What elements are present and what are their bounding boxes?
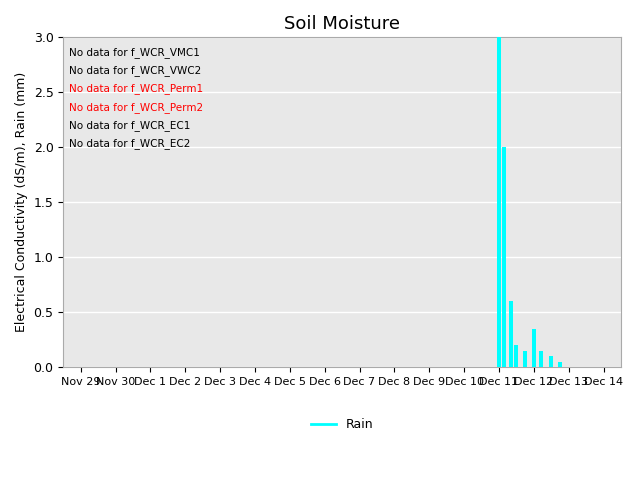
Legend: Rain: Rain bbox=[306, 413, 378, 436]
Bar bbox=[497, 32, 501, 367]
Bar bbox=[509, 301, 513, 367]
Bar bbox=[532, 329, 536, 367]
Bar bbox=[515, 346, 518, 367]
Bar bbox=[523, 351, 527, 367]
Bar bbox=[558, 362, 562, 367]
Text: No data for f_WCR_VMC1: No data for f_WCR_VMC1 bbox=[69, 47, 200, 58]
Text: No data for f_WCR_EC2: No data for f_WCR_EC2 bbox=[69, 138, 190, 149]
Text: No data for f_WCR_EC1: No data for f_WCR_EC1 bbox=[69, 120, 190, 131]
Y-axis label: Electrical Conductivity (dS/m), Rain (mm): Electrical Conductivity (dS/m), Rain (mm… bbox=[15, 72, 28, 333]
Text: No data for f_WCR_VWC2: No data for f_WCR_VWC2 bbox=[69, 65, 201, 76]
Bar bbox=[539, 351, 543, 367]
Title: Soil Moisture: Soil Moisture bbox=[284, 15, 400, 33]
Bar bbox=[549, 356, 554, 367]
Text: No data for f_WCR_Perm2: No data for f_WCR_Perm2 bbox=[69, 102, 203, 113]
Text: No data for f_WCR_Perm1: No data for f_WCR_Perm1 bbox=[69, 84, 203, 95]
Bar bbox=[502, 147, 506, 367]
